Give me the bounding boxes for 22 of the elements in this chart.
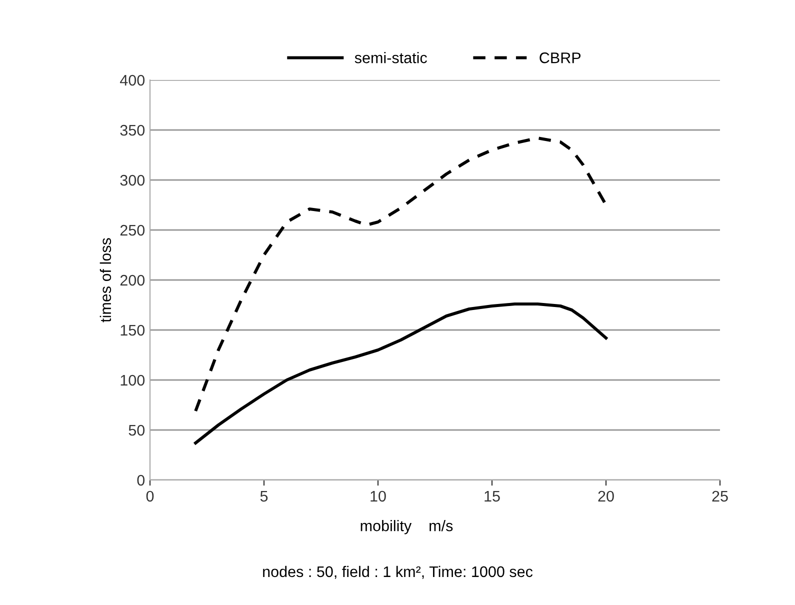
line-series <box>194 136 608 413</box>
y-tick-label: 250 <box>120 224 145 236</box>
y-tick-label: 150 <box>120 324 145 336</box>
legend-label: CBRP <box>540 52 581 64</box>
text: nodes : 50, field : 1 km², Time: 1000 sec <box>263 566 533 579</box>
legend-label: semi-static <box>354 52 427 64</box>
x-tick-label: 10 <box>370 490 386 502</box>
y-tick-label: 300 <box>120 174 145 186</box>
y-tick-label: 350 <box>120 124 145 136</box>
line-series <box>194 302 608 445</box>
x-tick-label: 20 <box>598 490 614 502</box>
y-tick-label: 100 <box>120 374 145 386</box>
x-tick-label: 0 <box>146 490 154 502</box>
x-axis-title: mobility m/s <box>360 520 453 534</box>
x-tick-label: 25 <box>712 490 728 502</box>
y-axis-title: times of loss <box>100 238 112 322</box>
x-tick-label: 5 <box>260 490 268 502</box>
y-tick-label: 200 <box>120 274 145 286</box>
y-tick-label: 400 <box>120 74 145 86</box>
y-tick-label: 0 <box>137 474 145 486</box>
x-tick-label: 15 <box>484 490 500 502</box>
y-tick-label: 50 <box>128 424 145 436</box>
